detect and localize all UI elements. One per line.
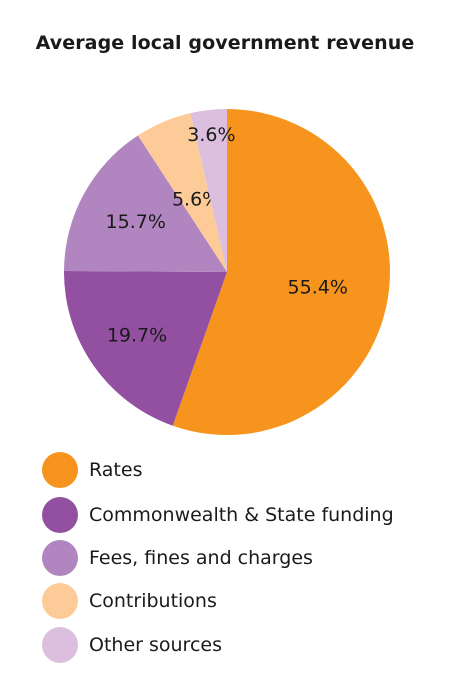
data-label-other-sources: 3.6% [187, 124, 235, 146]
legend-label-contributions: Contributions [89, 590, 217, 612]
legend-item-commonwealth-and-state-funding: Commonwealth & State funding [42, 495, 394, 535]
legend-label-fees-fines-and-charges: Fees, fines and charges [89, 547, 313, 569]
pie-slice-contributions [137, 113, 227, 273]
legend-item-fees-fines-and-charges: Fees, fines and charges [42, 538, 313, 578]
pie-slice-commonwealth-and-state-funding [63, 270, 227, 426]
data-label-contributions: 5.6% [172, 188, 220, 210]
data-label-rates: 55.4% [288, 277, 348, 299]
legend-label-commonwealth-and-state-funding: Commonwealth & State funding [89, 504, 394, 526]
pie-chart: 55.4% 19.7% 15.7% 5.6% 3.6% [63, 109, 390, 436]
legend-label-rates: Rates [89, 459, 143, 481]
data-label-fees-fines-and-charges: 15.7% [106, 211, 166, 233]
pie-slice-fees-fines-and-charges [64, 135, 227, 272]
legend-swatch-rates [42, 452, 78, 488]
legend-item-contributions: Contributions [42, 581, 217, 621]
legend-swatch-commonwealth-and-state-funding [42, 497, 78, 533]
legend-swatch-contributions [42, 583, 78, 619]
chart-title: Average local government revenue [35, 32, 415, 54]
legend-item-rates: Rates [42, 450, 142, 490]
legend-item-other-sources: Other sources [42, 625, 222, 665]
legend-swatch-other-sources [42, 627, 78, 663]
legend-swatch-fees-fines-and-charges [42, 540, 78, 576]
data-label-commonwealth-and-state-funding: 19.7% [107, 324, 167, 346]
legend-label-other-sources: Other sources [89, 634, 222, 656]
pie-slice-rates [172, 109, 390, 436]
pie-slice-other-sources [190, 109, 227, 272]
